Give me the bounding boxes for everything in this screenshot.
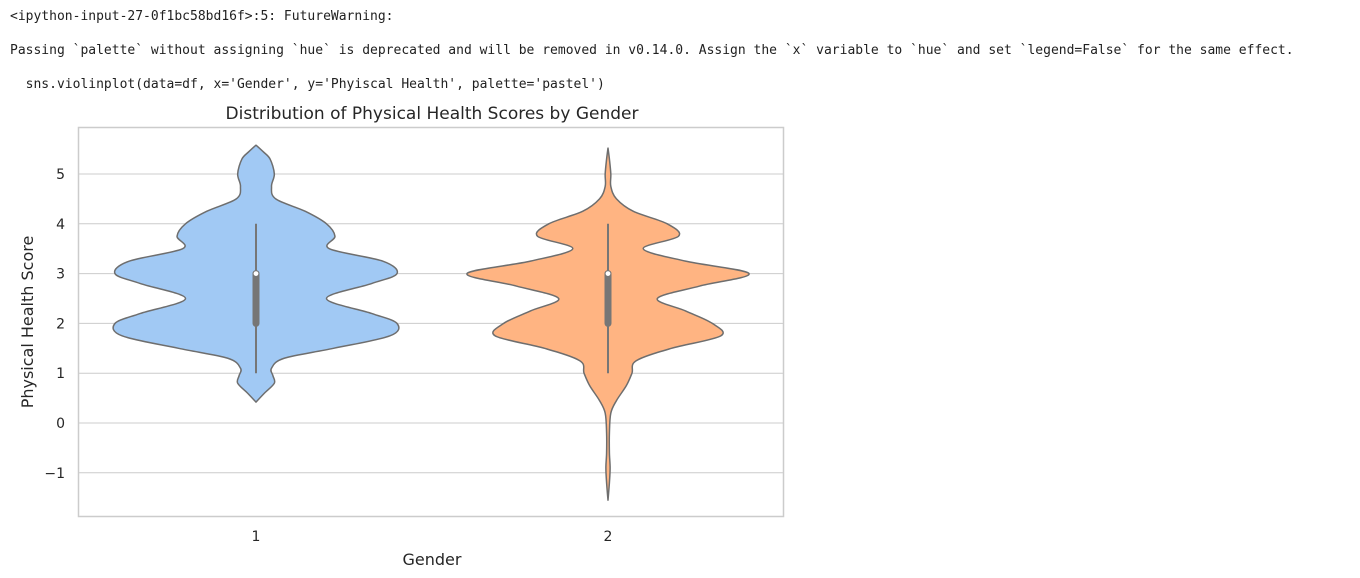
y-tick-label: 5 [56,167,65,183]
chart-title: Distribution of Physical Health Scores b… [226,104,639,124]
x-axis-label: Gender [403,550,462,569]
y-tick-label: 1 [56,366,65,382]
y-axis-label: Physical Health Score [18,236,37,409]
y-tick-label: 3 [56,267,65,283]
y-tick-label: 4 [56,217,65,233]
violins [112,144,750,501]
stderr-output: <ipython-input-27-0f1bc58bd16f>:5: Futur… [10,0,1350,92]
warning-code-line: sns.violinplot(data=df, x='Gender', y='P… [10,77,605,92]
x-tick-label: 1 [252,529,261,545]
inner-boxes [252,223,612,374]
median-marker [253,271,259,276]
y-tick-label: 0 [56,416,65,432]
warning-message: Passing `palette` without assigning `hue… [10,43,1294,58]
median-marker [605,271,611,276]
y-ticks: −1 0 1 2 3 4 5 [44,167,65,482]
y-tick-label: −1 [44,466,65,482]
plot-frame [77,126,785,518]
y-tick-label: 2 [56,316,65,332]
x-tick-label: 2 [604,529,613,545]
warning-header: <ipython-input-27-0f1bc58bd16f>:5: Futur… [10,9,394,24]
